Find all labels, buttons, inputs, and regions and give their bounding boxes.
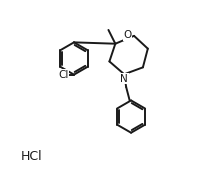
Text: HCl: HCl (21, 150, 42, 163)
Text: Cl: Cl (58, 70, 68, 80)
Text: O: O (124, 30, 132, 40)
Text: N: N (120, 74, 128, 84)
